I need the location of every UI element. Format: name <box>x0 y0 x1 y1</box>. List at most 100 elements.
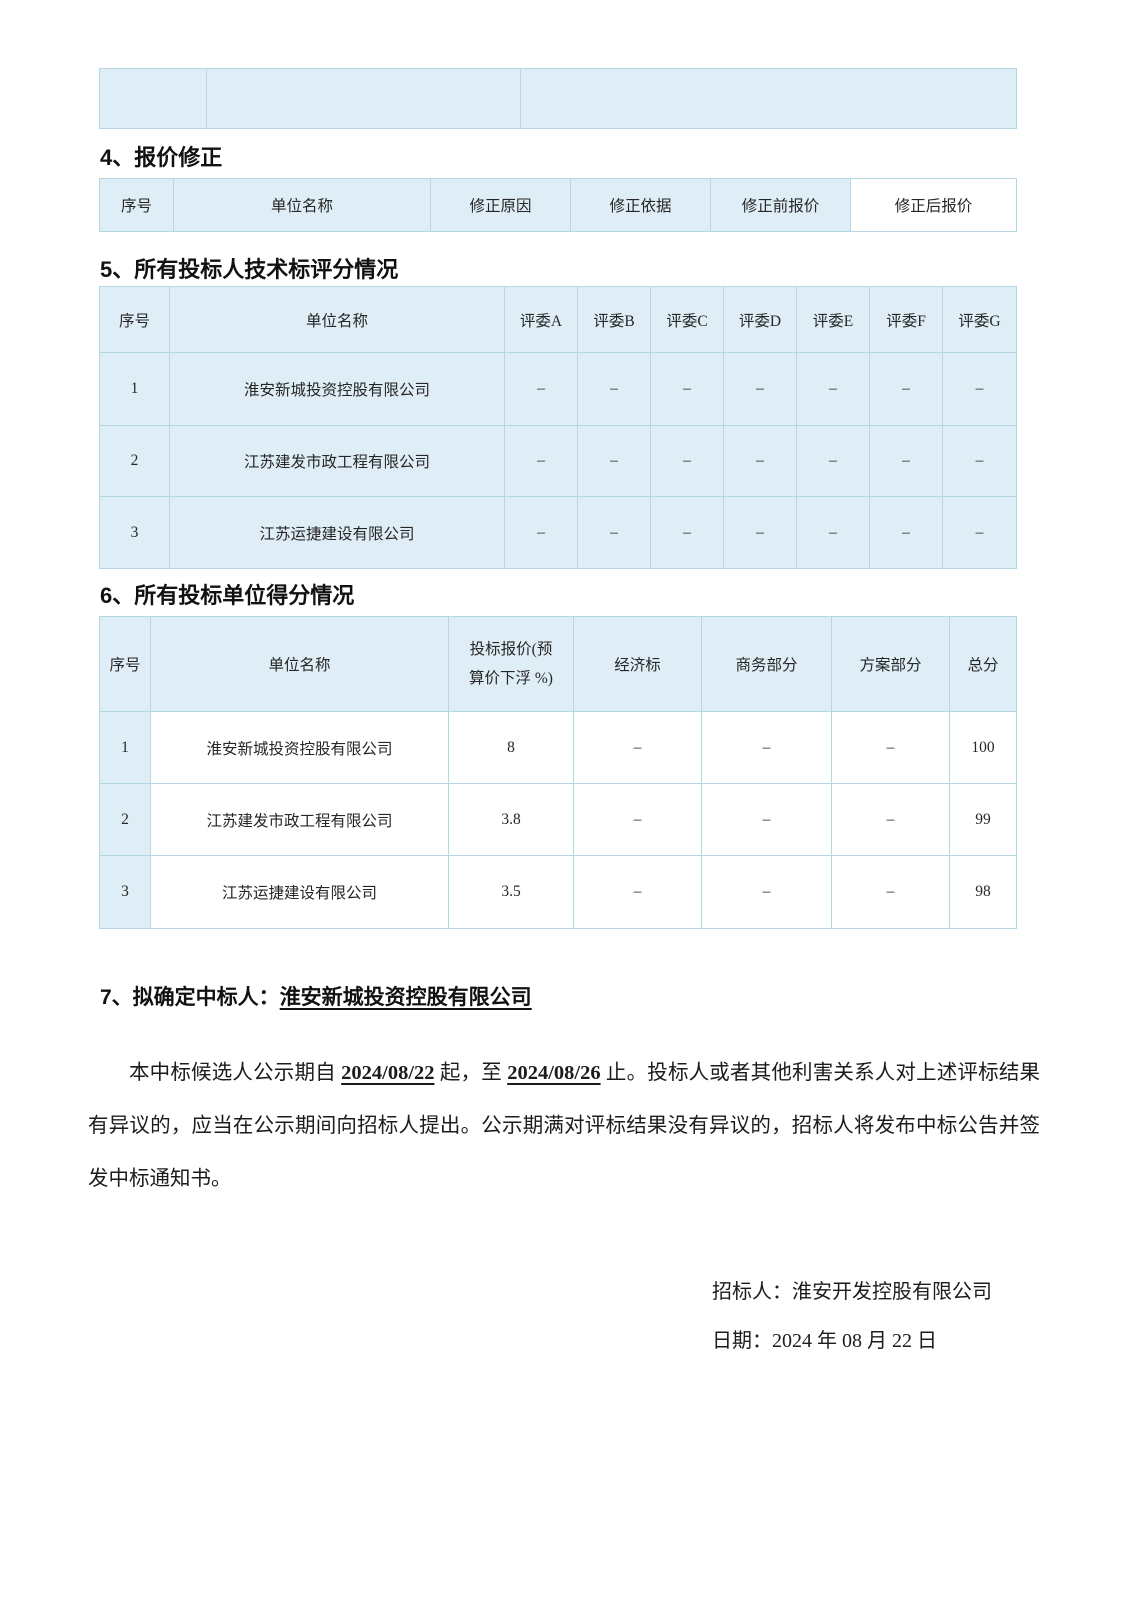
total-header-cell: 总分 <box>949 616 1017 712</box>
business-score-cell: – <box>701 855 832 929</box>
score-cell: – <box>650 496 724 569</box>
company-name-cell: 江苏运捷建设有限公司 <box>150 855 449 929</box>
score-cell: – <box>942 352 1017 426</box>
score-cell: – <box>796 425 870 497</box>
score-cell: – <box>504 425 578 497</box>
serial-cell: 1 <box>99 352 170 426</box>
paragraph-text: 止。投标人或者其他利害关系人对上述评标结果有异议的，应当在公示期间向招标人提出。… <box>88 1061 1041 1190</box>
total-score-table: 序号 单位名称 投标报价(预 算价下浮 %) 经济标 商务部分 方案部分 总分 … <box>99 616 1017 929</box>
judge-f-header-cell: 评委F <box>869 286 943 353</box>
score-cell: – <box>869 425 943 497</box>
bid-price-cell: 3.8 <box>448 783 574 856</box>
technical-score-table: 序号 单位名称 评委A 评委B 评委C 评委D 评委E 评委F 评委G 1 淮安… <box>99 286 1017 569</box>
empty-cell <box>206 68 521 129</box>
publicity-end-date: 2024/08/26 <box>507 1061 601 1084</box>
reason-header-cell: 修正原因 <box>430 178 571 232</box>
economic-header-cell: 经济标 <box>573 616 702 712</box>
score-cell: – <box>869 496 943 569</box>
company-name-cell: 江苏建发市政工程有限公司 <box>150 783 449 856</box>
score-cell: – <box>650 425 724 497</box>
serial-cell: 3 <box>99 855 151 929</box>
score-cell: – <box>723 496 797 569</box>
price-correction-table: 序号 单位名称 修正原因 修正依据 修正前报价 修正后报价 <box>99 178 1017 232</box>
table-row: 2 江苏建发市政工程有限公司 3.8 – – – 99 <box>99 783 1017 856</box>
serial-header-cell: 序号 <box>99 616 151 712</box>
bid-price-cell: 3.5 <box>448 855 574 929</box>
publicity-start-date: 2024/08/22 <box>341 1061 435 1084</box>
serial-header-cell: 序号 <box>99 178 174 232</box>
table-row: 3 江苏运捷建设有限公司 – – – – – – – <box>99 496 1017 569</box>
company-name-cell: 江苏建发市政工程有限公司 <box>169 425 505 497</box>
score-cell: – <box>869 352 943 426</box>
winner-company-name: 淮安新城投资控股有限公司 <box>279 986 532 1009</box>
bid-price-cell: 8 <box>448 711 574 784</box>
date-line: 日期：2024 年 08 月 22 日 <box>712 1330 937 1352</box>
serial-cell: 2 <box>99 425 170 497</box>
signature-block: 招标人：淮安开发控股有限公司 日期：2024 年 08 月 22 日 <box>712 1268 992 1366</box>
section7-heading: 7、拟确定中标人：淮安新城投资控股有限公司 <box>100 981 532 1011</box>
paragraph-text: 起，至 <box>434 1061 508 1084</box>
judge-a-header-cell: 评委A <box>504 286 578 353</box>
company-name-cell: 江苏运捷建设有限公司 <box>169 496 505 569</box>
total-score-cell: 100 <box>949 711 1017 784</box>
economic-score-cell: – <box>573 855 702 929</box>
serial-header-cell: 序号 <box>99 286 170 353</box>
company-header-cell: 单位名称 <box>173 178 431 232</box>
score-cell: – <box>650 352 724 426</box>
bid-price-header-cell: 投标报价(预 算价下浮 %) <box>448 616 574 712</box>
basis-header-cell: 修正依据 <box>570 178 711 232</box>
score-cell: – <box>577 425 651 497</box>
score-cell: – <box>577 352 651 426</box>
company-name-cell: 淮安新城投资控股有限公司 <box>150 711 449 784</box>
plan-score-cell: – <box>831 783 950 856</box>
table-row: 2 江苏建发市政工程有限公司 – – – – – – – <box>99 425 1017 497</box>
judge-g-header-cell: 评委G <box>942 286 1017 353</box>
section5-heading: 5、所有投标人技术标评分情况 <box>100 257 399 282</box>
paragraph-text: 本中标候选人公示期自 <box>129 1061 342 1084</box>
judge-c-header-cell: 评委C <box>650 286 724 353</box>
business-header-cell: 商务部分 <box>701 616 832 712</box>
company-header-cell: 单位名称 <box>150 616 449 712</box>
table-row <box>99 68 1017 129</box>
empty-cell <box>520 68 1017 129</box>
table-header-row: 序号 单位名称 评委A 评委B 评委C 评委D 评委E 评委F 评委G <box>99 286 1017 353</box>
business-score-cell: – <box>701 711 832 784</box>
section7-heading-prefix: 7、拟确定中标人： <box>100 986 280 1009</box>
publicity-paragraph: 本中标候选人公示期自 2024/08/22 起，至 2024/08/26 止。投… <box>88 1047 1040 1206</box>
table-row: 3 江苏运捷建设有限公司 3.5 – – – 98 <box>99 855 1017 929</box>
judge-d-header-cell: 评委D <box>723 286 797 353</box>
score-cell: – <box>942 496 1017 569</box>
table-row: 1 淮安新城投资控股有限公司 – – – – – – – <box>99 352 1017 426</box>
score-cell: – <box>577 496 651 569</box>
before-price-header-cell: 修正前报价 <box>710 178 851 232</box>
table-header-row: 序号 单位名称 修正原因 修正依据 修正前报价 修正后报价 <box>99 178 1017 232</box>
serial-cell: 2 <box>99 783 151 856</box>
section6-heading: 6、所有投标单位得分情况 <box>100 583 355 608</box>
empty-cell <box>99 68 207 129</box>
total-score-cell: 98 <box>949 855 1017 929</box>
plan-header-cell: 方案部分 <box>831 616 950 712</box>
judge-e-header-cell: 评委E <box>796 286 870 353</box>
serial-cell: 3 <box>99 496 170 569</box>
business-score-cell: – <box>701 783 832 856</box>
economic-score-cell: – <box>573 783 702 856</box>
after-price-header-cell: 修正后报价 <box>850 178 1017 232</box>
table-row: 1 淮安新城投资控股有限公司 8 – – – 100 <box>99 711 1017 784</box>
plan-score-cell: – <box>831 711 950 784</box>
company-header-cell: 单位名称 <box>169 286 505 353</box>
score-cell: – <box>796 352 870 426</box>
tenderer-line: 招标人：淮安开发控股有限公司 <box>712 1281 992 1303</box>
serial-cell: 1 <box>99 711 151 784</box>
table-header-row: 序号 单位名称 投标报价(预 算价下浮 %) 经济标 商务部分 方案部分 总分 <box>99 616 1017 712</box>
total-score-cell: 99 <box>949 783 1017 856</box>
carryover-table <box>99 68 1017 129</box>
judge-b-header-cell: 评委B <box>577 286 651 353</box>
score-cell: – <box>796 496 870 569</box>
score-cell: – <box>942 425 1017 497</box>
section4-heading: 4、报价修正 <box>100 145 223 170</box>
score-cell: – <box>504 496 578 569</box>
score-cell: – <box>723 425 797 497</box>
score-cell: – <box>723 352 797 426</box>
economic-score-cell: – <box>573 711 702 784</box>
